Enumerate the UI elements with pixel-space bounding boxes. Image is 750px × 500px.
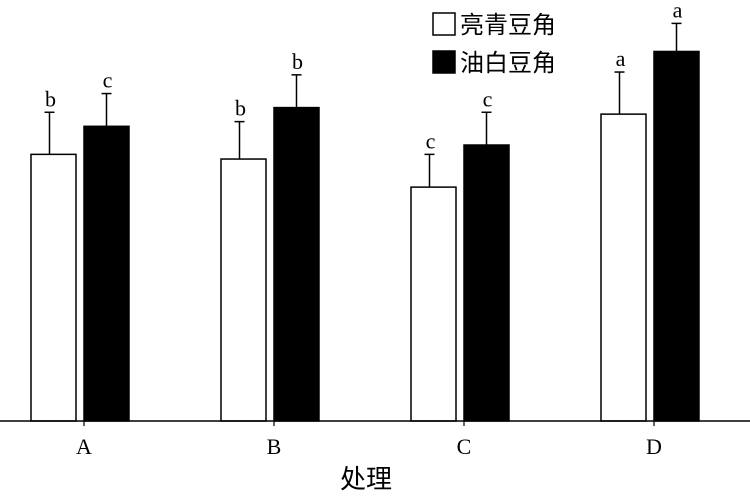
legend-swatch-2 bbox=[432, 50, 456, 74]
significance-label-D-series-2: a bbox=[673, 0, 683, 22]
bar-A-series-1 bbox=[30, 153, 77, 422]
significance-label-C-series-1: c bbox=[426, 128, 436, 153]
x-axis-label: 处理 bbox=[340, 465, 392, 495]
x-tick-label-C: C bbox=[457, 434, 472, 459]
significance-label-B-series-1: b bbox=[235, 96, 246, 121]
x-tick-label-A: A bbox=[76, 434, 92, 459]
plot-area: b c Ab b Bc c Ca a D bbox=[0, 0, 750, 459]
x-tick-label-D: D bbox=[646, 434, 662, 459]
bar-A-series-2 bbox=[83, 125, 130, 422]
legend-label-2: 油白豆角 bbox=[460, 49, 556, 77]
x-tick-label-B: B bbox=[267, 434, 282, 459]
bar-C-series-1 bbox=[410, 186, 457, 422]
bar-B-series-1 bbox=[220, 158, 267, 422]
significance-label-C-series-2: c bbox=[483, 86, 493, 111]
significance-label-A-series-2: c bbox=[103, 68, 113, 93]
bar-B-series-2 bbox=[273, 106, 320, 422]
significance-label-D-series-1: a bbox=[616, 46, 626, 71]
significance-label-A-series-1: b bbox=[45, 86, 56, 111]
bar-D-series-1 bbox=[600, 113, 647, 422]
legend-label-1: 亮青豆角 bbox=[460, 11, 556, 39]
significance-label-B-series-2: b bbox=[292, 49, 303, 74]
bar-C-series-2 bbox=[463, 144, 510, 422]
bar-D-series-2 bbox=[653, 50, 700, 422]
legend-swatch-1 bbox=[432, 12, 456, 36]
